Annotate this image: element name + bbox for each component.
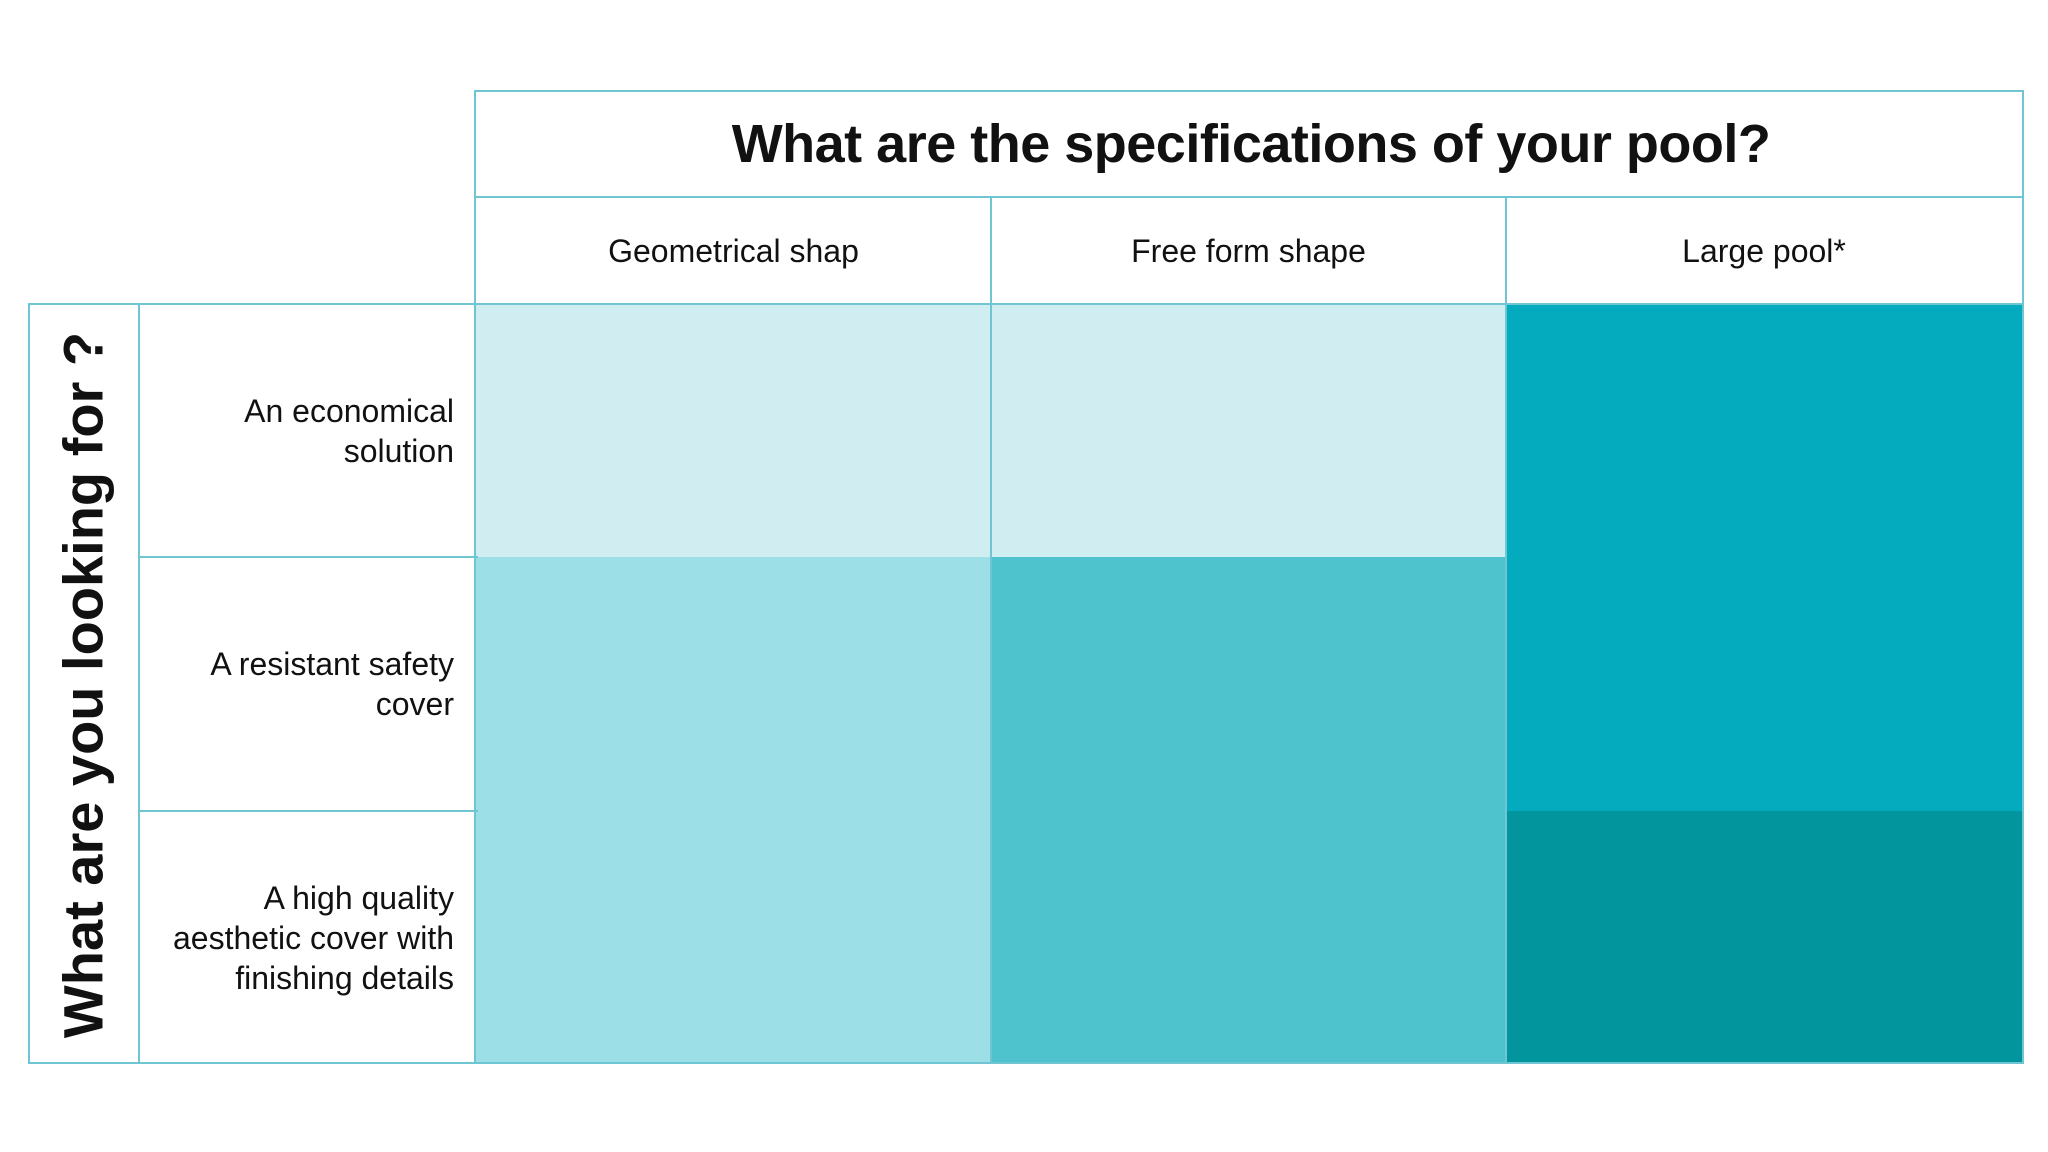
grid-line-left xyxy=(28,303,30,1064)
column-header-free-form-shape: Free form shape xyxy=(1131,232,1366,269)
side-question-title: What are you looking for ? xyxy=(51,331,115,1039)
grid-line-row1-bottom xyxy=(138,556,478,558)
cell-r1-c1 xyxy=(476,305,991,557)
cell-r3-c1 xyxy=(476,811,991,1064)
cell-r2-c1 xyxy=(476,557,991,811)
grid-line-header-bottom xyxy=(28,303,2024,305)
cell-r2-c3 xyxy=(1506,557,2022,811)
top-question-title: What are the specifications of your pool… xyxy=(731,114,1771,174)
cell-r3-c2 xyxy=(991,811,1506,1064)
grid-line-col2-right xyxy=(1505,196,1507,1064)
cell-r3-c3 xyxy=(1506,811,2022,1064)
grid-line-side-title-right xyxy=(138,303,140,1064)
cell-r1-c3 xyxy=(1506,305,2022,557)
row-label-high-quality: A high quality aesthetic cover with fini… xyxy=(172,879,454,996)
grid-line-row2-bottom xyxy=(138,810,478,812)
grid-line-top xyxy=(474,90,2024,92)
grid-line-col1-right xyxy=(990,196,992,1064)
column-header-large-pool: Large pool* xyxy=(1682,232,1846,269)
grid-line-right xyxy=(2022,90,2024,1064)
cell-r1-c2 xyxy=(991,305,1506,557)
side-question-title-box: What are you looking for ? xyxy=(28,305,138,1065)
grid-line-bottom xyxy=(28,1062,2024,1064)
column-header-geometrical-shape: Geometrical shap xyxy=(608,232,859,269)
row-label-resistant: A resistant safety cover xyxy=(210,646,454,722)
row-label-economical: An economical solution xyxy=(244,393,454,469)
grid-line-label-right xyxy=(474,90,476,1064)
cell-r2-c2 xyxy=(991,557,1506,811)
grid-line-title-bottom xyxy=(474,196,2024,198)
